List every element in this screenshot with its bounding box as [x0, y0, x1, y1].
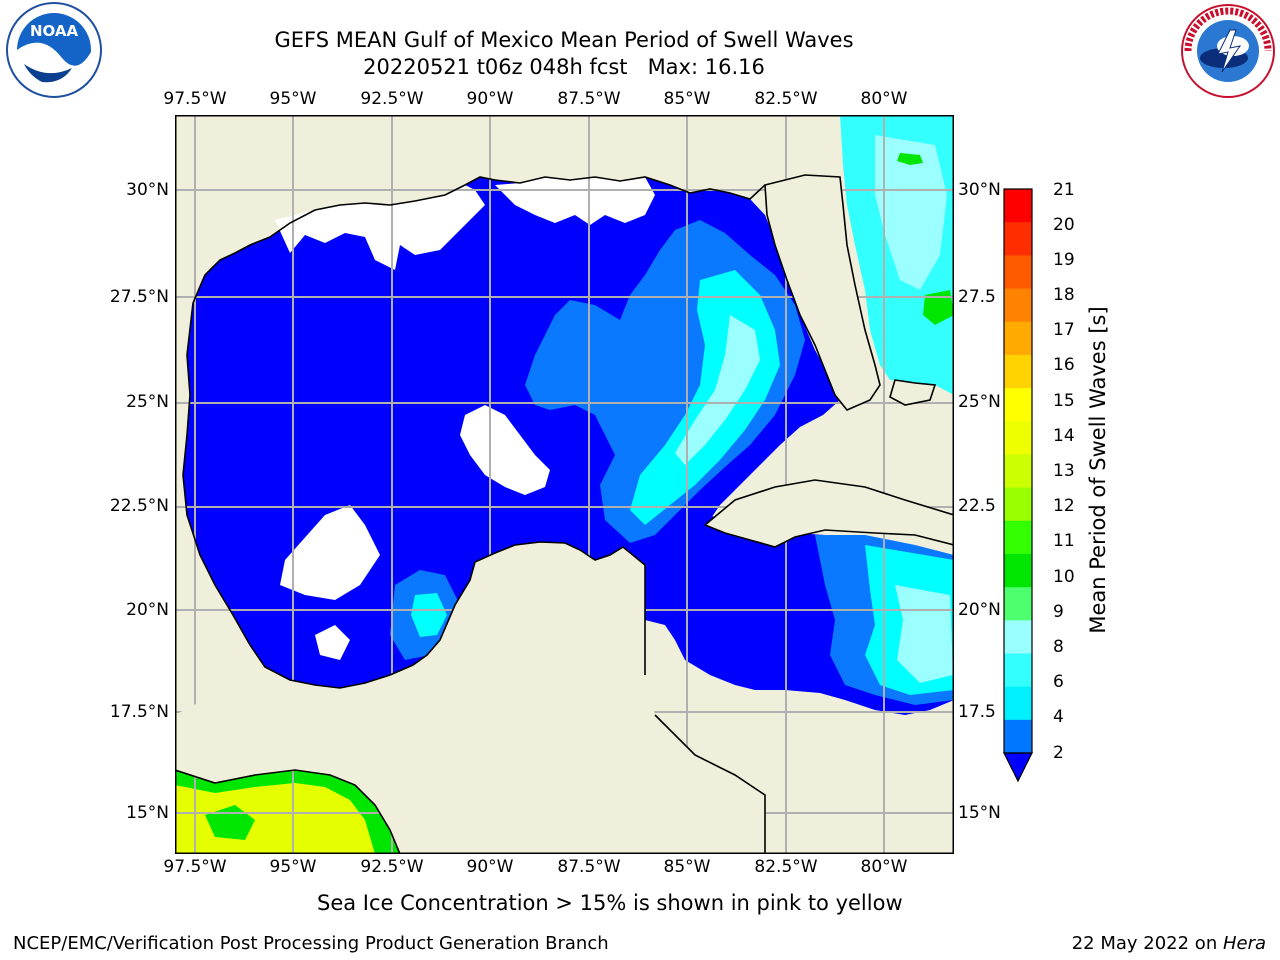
national-weather-service-logo: [1181, 4, 1275, 98]
colorbar-cell: [1004, 553, 1032, 588]
svg-text:NOAA: NOAA: [30, 22, 79, 40]
colorbar-tick: 6: [1053, 672, 1064, 692]
colorbar-cell: [1004, 620, 1032, 654]
chart-subtitle: 20220521 t06z 048h fcst Max: 16.16: [363, 55, 765, 79]
campeche-swell-cyan: [411, 593, 447, 637]
colorbar-tick: 14: [1053, 426, 1075, 446]
lat-label: 20°N: [126, 600, 169, 620]
colorbar-frame: [1003, 188, 1033, 754]
lat-label: 27.5°N: [109, 287, 169, 307]
footer-host: Hera: [1222, 933, 1266, 954]
lat-label: 22.5: [958, 496, 996, 516]
colorbar-tick: 20: [1053, 215, 1075, 235]
lon-label: 97.5°W: [163, 89, 227, 109]
colorbar-cell: [1004, 719, 1032, 754]
colorbar-tick: 4: [1053, 707, 1064, 727]
no-data-patch: [280, 505, 380, 600]
lat-label: 25°N: [126, 392, 169, 412]
lat-label: 15°N: [126, 803, 169, 823]
lon-label: 92.5°W: [360, 857, 424, 877]
lon-label: 95°W: [269, 89, 317, 109]
sea-ice-caption: Sea Ice Concentration > 15% is shown in …: [317, 891, 903, 915]
lat-label: 22.5°N: [109, 496, 169, 516]
colorbar-cell: [1004, 388, 1032, 422]
lon-label: 87.5°W: [557, 89, 621, 109]
lon-label: 92.5°W: [360, 89, 424, 109]
colorbar-cell: [1004, 255, 1032, 290]
colorbar-cell: [1004, 653, 1032, 688]
lon-label: 87.5°W: [557, 857, 621, 877]
noaa-logo: NOAA: [6, 2, 102, 98]
colorbar-cell: [1004, 288, 1032, 323]
lat-label: 20°N: [958, 600, 1001, 620]
lon-label: 90°W: [466, 89, 514, 109]
colorbar-tick: 18: [1053, 285, 1075, 305]
cuba-island: [705, 480, 954, 547]
colorbar-cell: [1004, 421, 1032, 455]
lon-label: 95°W: [269, 857, 317, 877]
atlantic-swell-green: [897, 153, 923, 165]
colorbar-cell: [1004, 454, 1032, 489]
colorbar-tick: 11: [1053, 531, 1075, 551]
bahamas-islands: [890, 380, 935, 405]
colorbar-cell: [1004, 222, 1032, 256]
colorbar-tick: 2: [1053, 743, 1064, 763]
colorbar-tick: 15: [1053, 391, 1075, 411]
lat-label: 25°N: [958, 392, 1001, 412]
gulf-of-mexico-map: [175, 115, 954, 854]
lon-label: 82.5°W: [754, 89, 818, 109]
lon-label: 85°W: [663, 89, 711, 109]
lat-label: 17.5°N: [109, 702, 169, 722]
colorbar-tick: 9: [1053, 602, 1064, 622]
colorbar-cell: [1004, 189, 1032, 223]
colorbar-tick: 19: [1053, 250, 1075, 270]
footer-date-text: 22 May 2022 on: [1071, 933, 1223, 954]
colorbar-cell: [1004, 487, 1032, 522]
colorbar-label: Mean Period of Swell Waves [s]: [1086, 306, 1110, 634]
lat-lon-grid: [175, 115, 954, 854]
no-data-patch: [315, 625, 350, 660]
colorbar-cell: [1004, 354, 1032, 389]
footer-credit: NCEP/EMC/Verification Post Processing Pr…: [13, 933, 609, 954]
lat-label: 15°N: [958, 803, 1001, 823]
colorbar-tick: 12: [1053, 496, 1075, 516]
lon-label: 82.5°W: [754, 857, 818, 877]
bottom-lon-labels: 97.5°W 95°W 92.5°W 90°W 87.5°W 85°W 82.5…: [0, 857, 1280, 879]
no-data-patch: [460, 405, 550, 495]
yucatan-peninsula: [175, 542, 765, 854]
lat-label: 30°N: [126, 180, 169, 200]
no-data-patch: [275, 185, 485, 270]
coastlines: [175, 174, 954, 854]
colorbar-cell: [1004, 520, 1032, 555]
lat-label: 30°N: [958, 180, 1001, 200]
lat-label: 27.5: [958, 287, 996, 307]
lon-label: 97.5°W: [163, 857, 227, 877]
map-frame: [175, 115, 954, 854]
colorbar-tick: 13: [1053, 461, 1075, 481]
lon-label: 85°W: [663, 857, 711, 877]
colorbar-cell: [1004, 686, 1032, 721]
lat-label: 17.5: [958, 702, 996, 722]
footer-date: 22 May 2022 on Hera: [1072, 933, 1266, 954]
chart-title: GEFS MEAN Gulf of Mexico Mean Period of …: [274, 28, 854, 52]
colorbar-tick: 8: [1053, 637, 1064, 657]
colorbar-cell: [1004, 587, 1032, 621]
colorbar-tick: 17: [1053, 320, 1075, 340]
colorbar-tick: 16: [1053, 355, 1075, 375]
atlantic-swell-green: [923, 290, 954, 325]
colorbar-cell: [1004, 321, 1032, 356]
lon-label: 80°W: [860, 857, 908, 877]
florida-peninsula: [765, 175, 880, 410]
right-lat-labels: 30°N 27.5 25°N 22.5 20°N 17.5 15°N: [958, 0, 1008, 960]
top-lon-labels: 97.5°W 95°W 92.5°W 90°W 87.5°W 85°W 82.5…: [0, 89, 1280, 111]
colorbar-tick: 10: [1053, 567, 1075, 587]
left-lat-labels: 30°N 27.5°N 25°N 22.5°N 20°N 17.5°N 15°N: [0, 0, 172, 960]
colorbar: [1003, 188, 1033, 783]
lon-label: 90°W: [466, 857, 514, 877]
gulf-swell-pale: [675, 315, 760, 465]
colorbar-extend-triangle: [1003, 752, 1033, 783]
atlantic-swell-pale: [875, 135, 947, 290]
lon-label: 80°W: [860, 89, 908, 109]
colorbar-tick: 21: [1053, 180, 1075, 200]
